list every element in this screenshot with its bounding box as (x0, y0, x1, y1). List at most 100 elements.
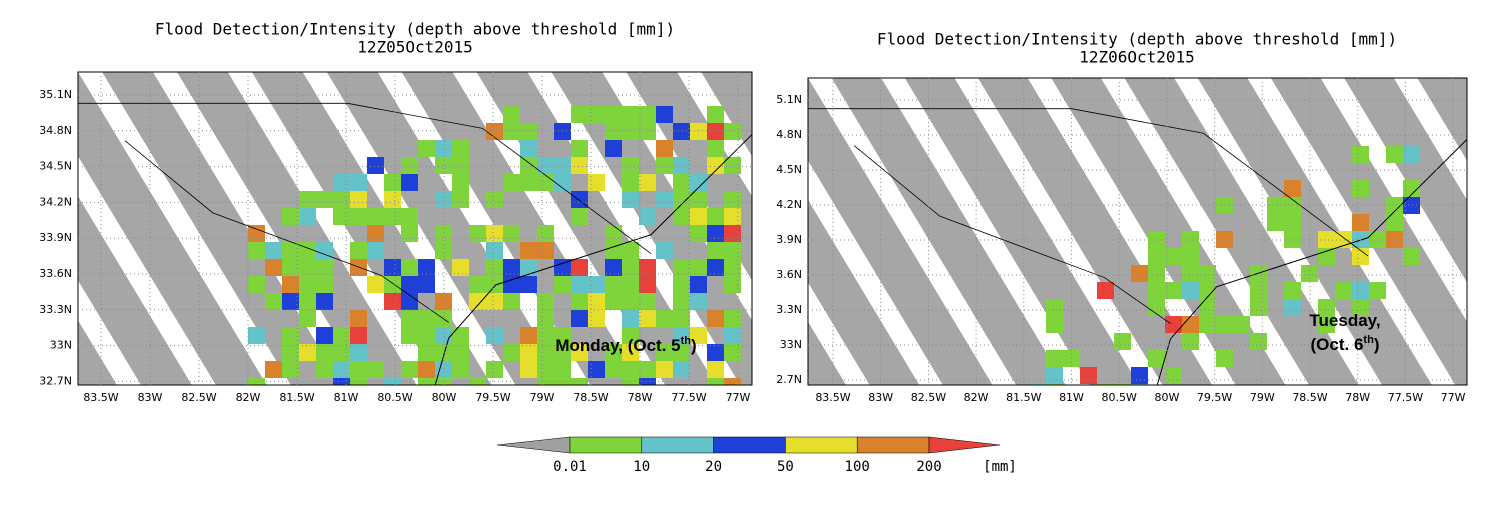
flood-cell (265, 259, 282, 276)
flood-cell (1233, 316, 1250, 333)
flood-cell (724, 191, 741, 208)
flood-cell (350, 310, 367, 327)
y-tick-label: 4.2N (776, 198, 802, 211)
dry-band (1467, 78, 1498, 385)
flood-cell (1199, 299, 1216, 316)
flood-cell (299, 208, 316, 225)
x-tick-label: 83.5W (83, 391, 118, 404)
flood-cell (503, 123, 520, 140)
colorbar-unit: [mm] (983, 459, 1017, 475)
flood-cell (401, 174, 418, 191)
flood-cell (537, 225, 554, 242)
flood-cell (435, 378, 452, 385)
annotation-text: (Oct. 6 (1311, 335, 1364, 354)
flood-cell (588, 310, 605, 327)
flood-cell (1403, 180, 1420, 197)
y-tick-label: 4.8N (776, 128, 802, 141)
flood-cell (367, 276, 384, 293)
flood-cell (316, 259, 333, 276)
panel-subtitle: 12Z06Oct2015 (1079, 48, 1195, 67)
flood-cell (1182, 333, 1199, 350)
y-tick-label: 33.9N (39, 231, 72, 244)
flood-cell (1182, 265, 1199, 282)
flood-cell (554, 327, 571, 344)
flood-cell (299, 344, 316, 361)
flood-cell (1352, 282, 1369, 299)
x-tick-label: 78.5W (1292, 391, 1327, 404)
flood-cell (1148, 248, 1165, 265)
x-tick-label: 82W (236, 391, 261, 404)
flood-cell (520, 174, 537, 191)
flood-cell (656, 191, 673, 208)
flood-cell (265, 242, 282, 259)
y-tick-label: 33N (50, 339, 72, 352)
dry-band (1027, 78, 1236, 385)
x-tick-label: 81W (334, 391, 359, 404)
x-tick-label: 79W (530, 391, 555, 404)
flood-cell (1284, 299, 1301, 316)
x-tick-label: 82.5W (911, 391, 946, 404)
annotation: (Oct. 6th) (1311, 334, 1380, 355)
flood-cell (1199, 265, 1216, 282)
flood-cell (724, 378, 741, 385)
flood-cell (571, 259, 588, 276)
flood-cell (690, 327, 707, 344)
flood-cell (1403, 146, 1420, 163)
flood-cell (673, 191, 690, 208)
flood-cell (537, 378, 554, 385)
flood-cell (350, 191, 367, 208)
flood-cell (554, 123, 571, 140)
dry-band (881, 78, 1090, 385)
flood-cell (537, 174, 554, 191)
flood-cell (469, 378, 486, 385)
flood-cell (537, 344, 554, 361)
flood-cell (435, 293, 452, 310)
flood-cell (520, 327, 537, 344)
annotation-text: ) (1374, 335, 1380, 354)
flood-cell (639, 310, 656, 327)
dry-band (808, 160, 943, 385)
flood-cell (520, 157, 537, 174)
x-tick-label: 83W (868, 391, 893, 404)
flood-cell (1352, 299, 1369, 316)
flood-cell (673, 327, 690, 344)
flood-cell (639, 276, 656, 293)
y-tick-label: 33N (780, 338, 802, 351)
colorbar-label: 100 (845, 459, 870, 475)
y-tick-label: 34.5N (39, 160, 72, 173)
flood-cell (622, 276, 639, 293)
flood-cell (265, 293, 282, 310)
flood-cell (1386, 197, 1403, 214)
flood-cell (1046, 367, 1063, 384)
flood-cell (707, 344, 724, 361)
flood-cell (1318, 299, 1335, 316)
flood-cell (673, 310, 690, 327)
flood-cell (605, 242, 622, 259)
flood-cell (333, 208, 350, 225)
flood-cell (435, 157, 452, 174)
flood-cell (452, 174, 469, 191)
flood-cell (1097, 282, 1114, 299)
flood-cell (622, 191, 639, 208)
flood-cell (350, 344, 367, 361)
flood-cell (571, 293, 588, 310)
flood-cell (724, 225, 741, 242)
flood-cell (673, 174, 690, 191)
flood-cell (384, 293, 401, 310)
flood-cell (554, 378, 571, 385)
colorbar-segment (641, 436, 714, 454)
flood-cell (1352, 214, 1369, 231)
flood-cell (333, 327, 350, 344)
colorbar-high (928, 436, 1001, 454)
flood-cell (418, 327, 435, 344)
flood-cell (639, 106, 656, 123)
flood-cell (639, 378, 656, 385)
flood-cell (622, 327, 639, 344)
flood-cell (401, 293, 418, 310)
flood-cell (299, 191, 316, 208)
flood-cell (1386, 214, 1403, 231)
flood-cell (724, 157, 741, 174)
flood-cell (248, 378, 265, 385)
flood-cell (673, 276, 690, 293)
flood-cell (1318, 231, 1335, 248)
